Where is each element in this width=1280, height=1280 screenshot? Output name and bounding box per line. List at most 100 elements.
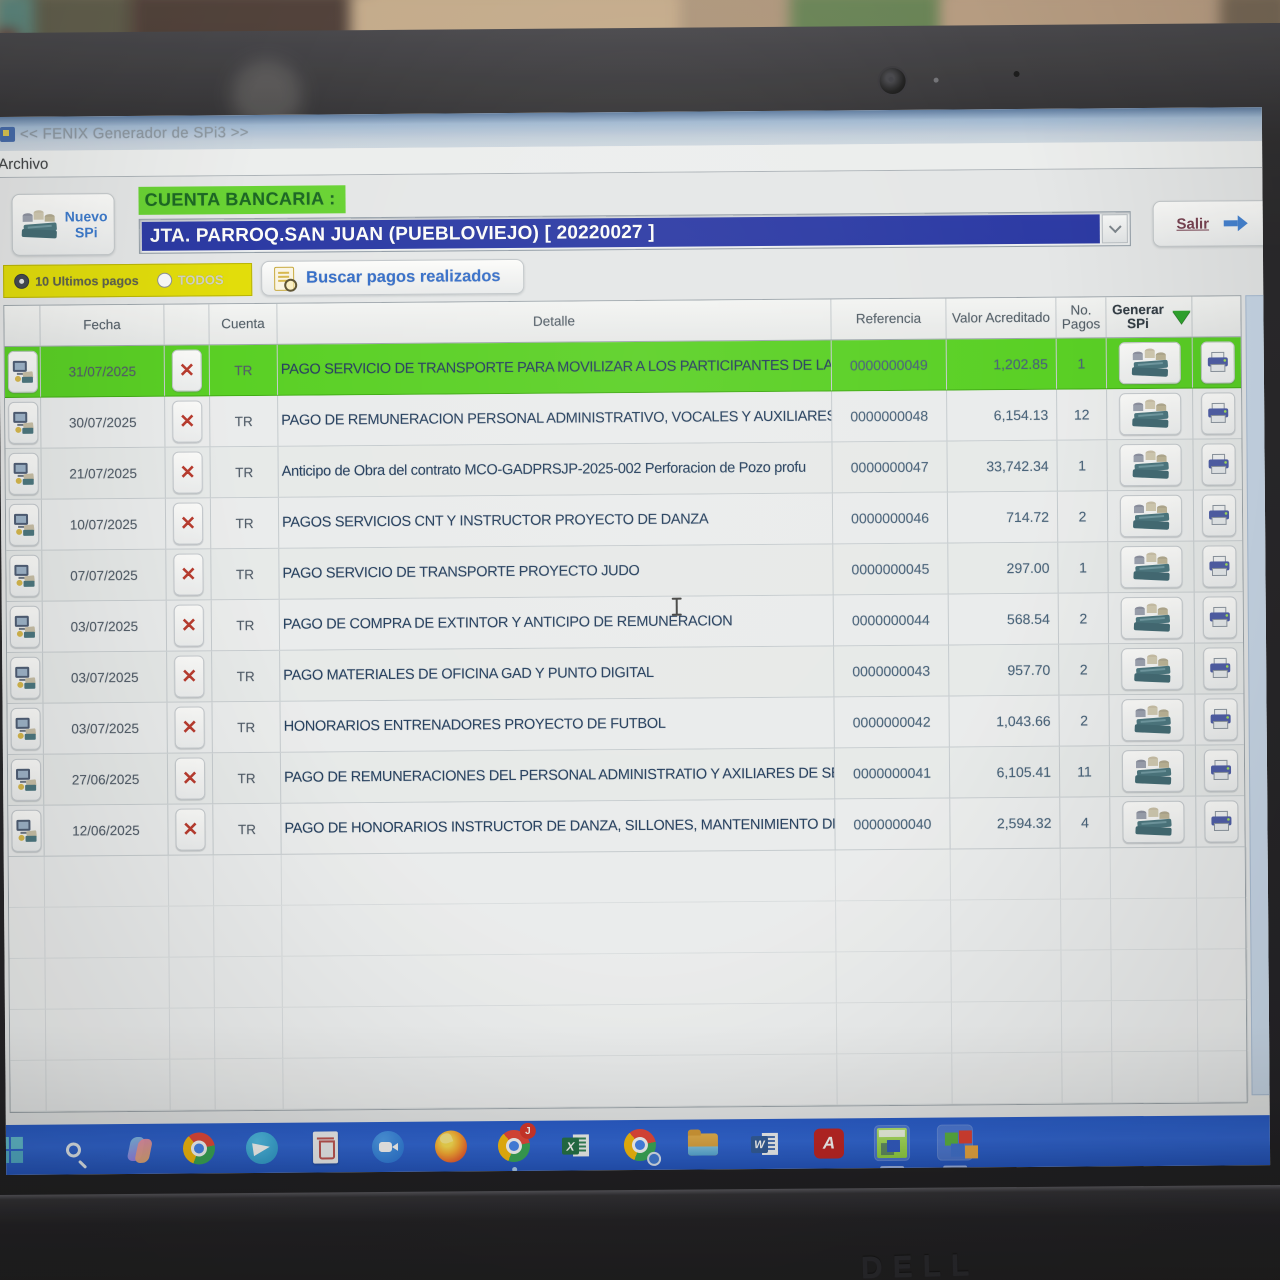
header-referencia[interactable]: Referencia xyxy=(831,298,947,340)
header-no-pagos[interactable]: No. Pagos xyxy=(1056,297,1107,338)
row-delete-button[interactable]: ✕ xyxy=(172,451,203,494)
row-generar-spi-button[interactable] xyxy=(1120,596,1183,640)
row-fecha: 30/07/2025 xyxy=(41,396,166,448)
row-generar-spi-button[interactable] xyxy=(1120,647,1183,691)
salir-button[interactable]: Salir xyxy=(1152,200,1271,247)
row-transfer-button[interactable] xyxy=(8,503,39,546)
row-delete-button[interactable]: ✕ xyxy=(173,604,205,647)
row-generar-spi-button[interactable] xyxy=(1121,800,1185,844)
row-generar-spi-button[interactable] xyxy=(1121,749,1184,793)
row-valor-acreditado: 1,043.66 xyxy=(949,695,1060,747)
row-no-pagos: 2 xyxy=(1059,695,1110,746)
row-transfer-button[interactable] xyxy=(7,401,38,444)
acrobat-icon[interactable] xyxy=(811,1125,847,1161)
row-print-button[interactable] xyxy=(1202,596,1238,639)
row-delete-button[interactable]: ✕ xyxy=(173,553,204,596)
buscar-pagos-button[interactable]: Buscar pagos realizados xyxy=(261,258,525,296)
nuevo-spi-button[interactable]: Nuevo SPi xyxy=(11,193,115,256)
printer-icon xyxy=(1208,402,1229,424)
table-row[interactable]: 03/07/2025 ✕ TR PAGO DE COMPRA DE EXTINT… xyxy=(6,592,1244,653)
row-delete-button[interactable]: ✕ xyxy=(174,706,205,749)
chrome-profile-icon[interactable]: J xyxy=(496,1122,536,1173)
red-x-icon: ✕ xyxy=(181,665,198,688)
chrome-icon[interactable] xyxy=(181,1130,217,1166)
red-x-icon: ✕ xyxy=(181,716,198,739)
dropdown-button[interactable] xyxy=(1101,214,1128,244)
row-print-button[interactable] xyxy=(1203,749,1239,792)
row-delete-button[interactable]: ✕ xyxy=(172,502,204,545)
row-delete-button[interactable]: ✕ xyxy=(172,400,203,443)
search-icon[interactable] xyxy=(55,1131,91,1167)
row-transfer-button[interactable] xyxy=(9,656,40,699)
money-stack-icon xyxy=(1132,501,1169,530)
row-transfer-button[interactable] xyxy=(10,707,41,750)
row-transfer-button[interactable] xyxy=(8,554,40,597)
row-generar-spi-button[interactable] xyxy=(1119,494,1182,538)
excel-icon[interactable] xyxy=(559,1127,595,1163)
header-generar-spi[interactable]: Generar SPi xyxy=(1106,296,1193,338)
table-row[interactable]: 27/06/2025 ✕ TR PAGO DE REMUNERACIONES D… xyxy=(7,745,1245,806)
row-transfer-button[interactable] xyxy=(9,605,40,648)
row-transfer-button[interactable] xyxy=(10,758,41,801)
header-detalle[interactable]: Detalle xyxy=(277,299,832,344)
start-button-icon[interactable] xyxy=(0,1132,28,1168)
row-generar-spi-button[interactable] xyxy=(1118,443,1182,487)
firefox-icon[interactable] xyxy=(433,1128,469,1164)
file-explorer-icon[interactable] xyxy=(685,1126,721,1162)
row-delete-button[interactable]: ✕ xyxy=(175,808,206,851)
row-cuenta: TR xyxy=(210,497,280,549)
fenix-app-icon[interactable] xyxy=(873,1124,911,1171)
row-detalle: PAGO DE REMUNERACION PERSONAL ADMINISTRA… xyxy=(278,391,833,446)
row-print-button[interactable] xyxy=(1203,647,1238,690)
row-referencia: 0000000044 xyxy=(833,594,950,646)
table-row[interactable]: 03/07/2025 ✕ TR HONORARIOS ENTRENADORES … xyxy=(7,694,1244,755)
zoom-app-icon[interactable] xyxy=(370,1129,406,1165)
table-row[interactable]: 31/07/2025 ✕ TR PAGO SERVICIO DE TRANSPO… xyxy=(4,337,1242,398)
table-row[interactable]: 03/07/2025 ✕ TR PAGO MATERIALES DE OFICI… xyxy=(7,643,1244,704)
word-icon[interactable] xyxy=(748,1126,784,1162)
transfer-icon xyxy=(15,717,36,740)
vertical-scrollbar[interactable] xyxy=(1245,295,1271,1096)
notification-badge: J xyxy=(519,1122,536,1139)
fox-blocks-icon[interactable] xyxy=(936,1124,974,1170)
radio-todos[interactable] xyxy=(156,272,172,288)
row-print-button[interactable] xyxy=(1201,443,1236,486)
table-row[interactable]: 21/07/2025 ✕ TR Anticipo de Obra del con… xyxy=(5,439,1242,500)
chrome-secondary-icon[interactable] xyxy=(622,1127,662,1166)
laptop-bezel: << FENIX Generador de SPi3 >> Archivo xyxy=(0,22,1280,1280)
row-print-button[interactable] xyxy=(1202,545,1237,588)
row-print-button[interactable] xyxy=(1201,494,1237,537)
row-delete-button[interactable]: ✕ xyxy=(171,349,203,392)
row-transfer-button[interactable] xyxy=(8,452,39,495)
row-print-button[interactable] xyxy=(1204,800,1239,843)
header-fecha[interactable]: Fecha xyxy=(40,304,165,346)
header-cuenta[interactable]: Cuenta xyxy=(209,303,278,345)
row-detalle: PAGO SERVICIO DE TRANSPORTE PARA MOVILIZ… xyxy=(277,340,833,395)
table-row[interactable]: 30/07/2025 ✕ TR PAGO DE REMUNERACION PER… xyxy=(5,388,1242,449)
row-generar-spi-button[interactable] xyxy=(1118,392,1181,436)
copilot-icon[interactable] xyxy=(118,1131,154,1167)
red-x-icon: ✕ xyxy=(182,818,199,841)
row-delete-button[interactable]: ✕ xyxy=(174,757,206,800)
row-detalle: PAGO DE HONORARIOS INSTRUCTOR DE DANZA, … xyxy=(281,799,836,854)
row-delete-button[interactable]: ✕ xyxy=(174,655,205,698)
row-fecha: 12/06/2025 xyxy=(44,804,169,856)
radio-ultimos-pagos[interactable] xyxy=(14,273,30,289)
row-print-button[interactable] xyxy=(1203,698,1238,741)
header-valor-acreditado[interactable]: Valor Acreditado xyxy=(946,297,1057,339)
row-print-button[interactable] xyxy=(1200,341,1236,384)
row-transfer-button[interactable] xyxy=(7,350,38,393)
row-generar-spi-button[interactable] xyxy=(1120,698,1184,742)
row-print-button[interactable] xyxy=(1201,392,1236,435)
row-generar-spi-button[interactable] xyxy=(1118,341,1181,385)
menu-archivo[interactable]: Archivo xyxy=(0,155,49,173)
cuenta-bancaria-dropdown[interactable]: JTA. PARROQ.SAN JUAN (PUEBLOVIEJO) [ 202… xyxy=(138,211,1131,254)
row-transfer-button[interactable] xyxy=(10,809,42,852)
red-x-icon: ✕ xyxy=(180,563,197,586)
recycle-bin-icon[interactable] xyxy=(307,1129,343,1165)
row-generar-spi-button[interactable] xyxy=(1119,545,1183,589)
table-row[interactable]: 07/07/2025 ✕ TR PAGO SERVICIO DE TRANSPO… xyxy=(6,541,1243,602)
telegram-icon[interactable] xyxy=(244,1130,280,1166)
table-row[interactable]: 10/07/2025 ✕ TR PAGOS SERVICIOS CNT Y IN… xyxy=(5,490,1243,551)
table-row[interactable]: 12/06/2025 ✕ TR PAGO DE HONORARIOS INSTR… xyxy=(8,796,1245,857)
